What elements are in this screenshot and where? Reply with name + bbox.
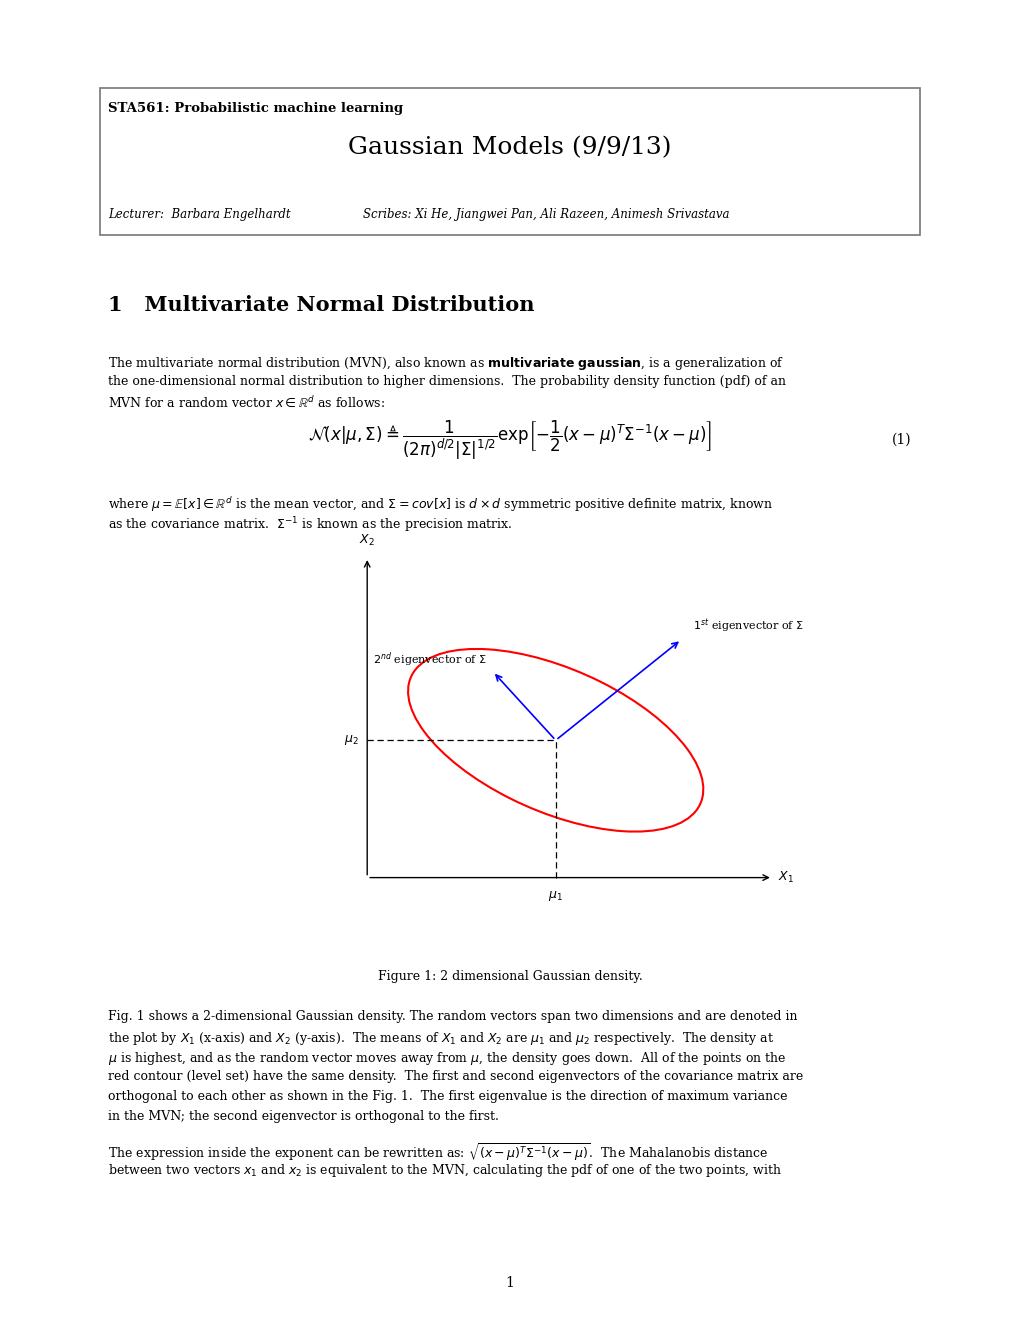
Text: between two vectors $x_1$ and $x_2$ is equivalent to the MVN, calculating the pd: between two vectors $x_1$ and $x_2$ is e… xyxy=(108,1162,782,1179)
Text: $X_2$: $X_2$ xyxy=(359,533,375,548)
Text: $\mu_2$: $\mu_2$ xyxy=(343,734,359,747)
Text: the one-dimensional normal distribution to higher dimensions.  The probability d: the one-dimensional normal distribution … xyxy=(108,375,786,388)
Text: $\mathcal{N}(x|\mu, \Sigma) \triangleq \dfrac{1}{(2\pi)^{d/2}|\Sigma|^{1/2}} \ex: $\mathcal{N}(x|\mu, \Sigma) \triangleq \… xyxy=(308,418,711,462)
Text: STA561: Probabilistic machine learning: STA561: Probabilistic machine learning xyxy=(108,102,403,115)
Text: orthogonal to each other as shown in the Fig. 1.  The first eigenvalue is the di: orthogonal to each other as shown in the… xyxy=(108,1090,787,1104)
Text: 1   Multivariate Normal Distribution: 1 Multivariate Normal Distribution xyxy=(108,294,534,315)
Text: in the MVN; the second eigenvector is orthogonal to the first.: in the MVN; the second eigenvector is or… xyxy=(108,1110,498,1123)
FancyBboxPatch shape xyxy=(100,88,919,235)
Text: where $\mu = \mathbb{E}[x] \in \mathbb{R}^d$ is the mean vector, and $\Sigma = c: where $\mu = \mathbb{E}[x] \in \mathbb{R… xyxy=(108,495,772,513)
Text: $1^{st}$ eigenvector of $\Sigma$: $1^{st}$ eigenvector of $\Sigma$ xyxy=(692,618,803,635)
Text: 1: 1 xyxy=(505,1276,514,1290)
Text: $2^{nd}$ eigenvector of $\Sigma$: $2^{nd}$ eigenvector of $\Sigma$ xyxy=(373,651,487,669)
Text: Scribes: Xi He, Jiangwei Pan, Ali Razeen, Animesh Srivastava: Scribes: Xi He, Jiangwei Pan, Ali Razeen… xyxy=(363,209,729,220)
Text: $X_1$: $X_1$ xyxy=(777,870,794,886)
Text: (1): (1) xyxy=(892,433,911,447)
Text: The multivariate normal distribution (MVN), also known as $\mathbf{multivariate\: The multivariate normal distribution (MV… xyxy=(108,355,784,372)
Text: Lecturer:  Barbara Engelhardt: Lecturer: Barbara Engelhardt xyxy=(108,209,290,220)
Text: Gaussian Models (9/9/13): Gaussian Models (9/9/13) xyxy=(347,136,672,158)
Text: the plot by $X_1$ (x-axis) and $X_2$ (y-axis).  The means of $X_1$ and $X_2$ are: the plot by $X_1$ (x-axis) and $X_2$ (y-… xyxy=(108,1030,773,1047)
Text: MVN for a random vector $x \in \mathbb{R}^d$ as follows:: MVN for a random vector $x \in \mathbb{R… xyxy=(108,395,384,411)
Text: red contour (level set) have the same density.  The first and second eigenvector: red contour (level set) have the same de… xyxy=(108,1071,803,1082)
Text: Figure 1: 2 dimensional Gaussian density.: Figure 1: 2 dimensional Gaussian density… xyxy=(377,970,642,983)
Text: $\mu_1$: $\mu_1$ xyxy=(548,890,562,903)
Text: as the covariance matrix.  $\Sigma^{-1}$ is known as the precision matrix.: as the covariance matrix. $\Sigma^{-1}$ … xyxy=(108,515,513,535)
Text: The expression inside the exponent can be rewritten as: $\sqrt{(x-\mu)^T\Sigma^{: The expression inside the exponent can b… xyxy=(108,1142,767,1164)
Text: $\mu$ is highest, and as the random vector moves away from $\mu$, the density go: $\mu$ is highest, and as the random vect… xyxy=(108,1049,786,1067)
Text: Fig. 1 shows a 2-dimensional Gaussian density. The random vectors span two dimen: Fig. 1 shows a 2-dimensional Gaussian de… xyxy=(108,1010,797,1023)
